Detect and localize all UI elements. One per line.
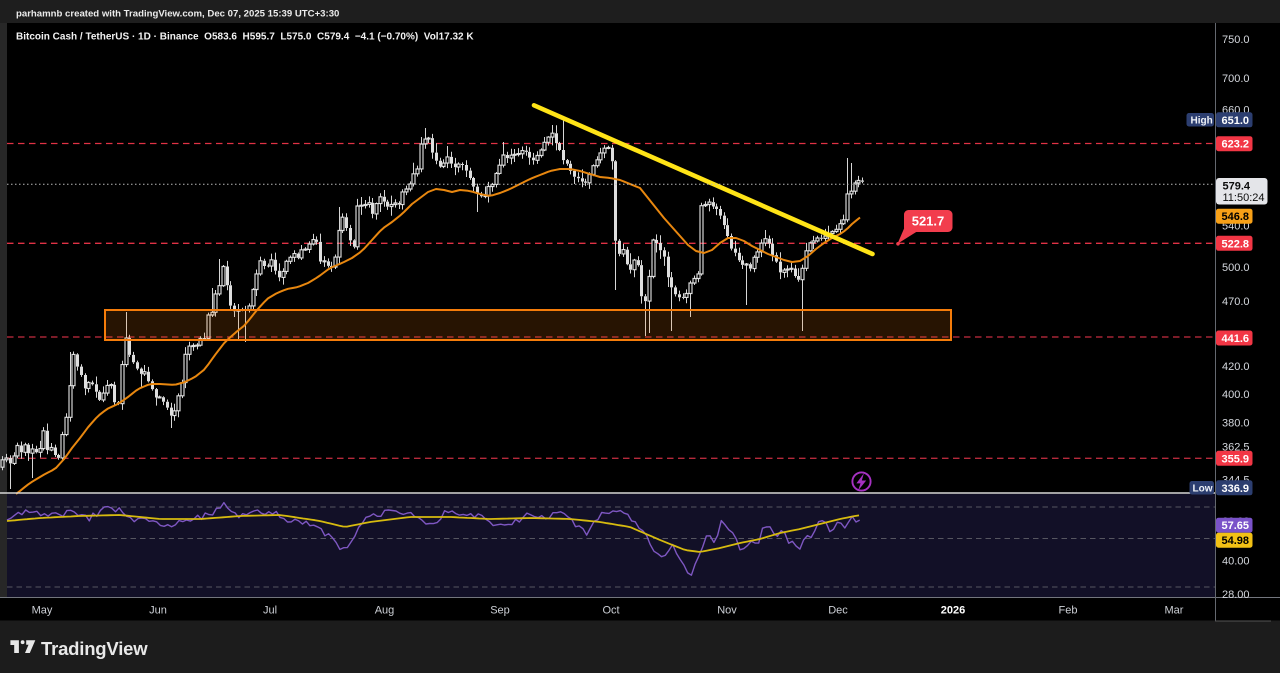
svg-text:28.00: 28.00 [1222,589,1250,601]
svg-text:Nov: Nov [717,605,737,617]
svg-text:High: High [1191,116,1213,127]
svg-text:Oct: Oct [602,605,619,617]
svg-text:336.9: 336.9 [1222,483,1250,495]
svg-text:441.6: 441.6 [1222,333,1250,345]
svg-text:623.2: 623.2 [1222,139,1250,151]
svg-text:400.0: 400.0 [1222,389,1250,401]
svg-text:470.0: 470.0 [1222,296,1250,308]
svg-text:500.0: 500.0 [1222,262,1250,274]
svg-text:parhamnb created with TradingV: parhamnb created with TradingView.com, D… [16,9,339,20]
svg-text:Dec: Dec [828,605,848,617]
svg-text:TradingView: TradingView [41,638,148,659]
svg-text:Mar: Mar [1165,605,1184,617]
svg-text:380.0: 380.0 [1222,418,1250,430]
svg-text:40.00: 40.00 [1222,556,1250,568]
svg-text:522.8: 522.8 [1222,238,1250,250]
svg-text:750.0: 750.0 [1222,34,1250,46]
svg-text:579.4: 579.4 [1223,181,1251,193]
svg-text:Low: Low [1193,484,1213,495]
svg-text:57.65: 57.65 [1222,520,1250,532]
svg-text:420.0: 420.0 [1222,361,1250,373]
svg-text:355.9: 355.9 [1222,453,1250,465]
svg-text:651.0: 651.0 [1222,115,1250,127]
svg-text:546.8: 546.8 [1222,211,1250,223]
svg-text:Feb: Feb [1059,605,1078,617]
svg-text:362.5: 362.5 [1222,442,1250,454]
svg-text:521.7: 521.7 [912,214,945,229]
svg-text:11:50:24: 11:50:24 [1223,192,1265,204]
svg-text:Aug: Aug [375,605,395,617]
svg-text:2026: 2026 [941,605,965,617]
svg-text:Jul: Jul [263,605,277,617]
svg-text:May: May [32,605,53,617]
svg-text:Sep: Sep [490,605,510,617]
svg-text:Bitcoin Cash / TetherUS · 1D ·: Bitcoin Cash / TetherUS · 1D · Binance O… [16,32,474,43]
svg-text:Jun: Jun [149,605,167,617]
svg-text:700.0: 700.0 [1222,73,1250,85]
svg-text:54.98: 54.98 [1222,535,1250,547]
